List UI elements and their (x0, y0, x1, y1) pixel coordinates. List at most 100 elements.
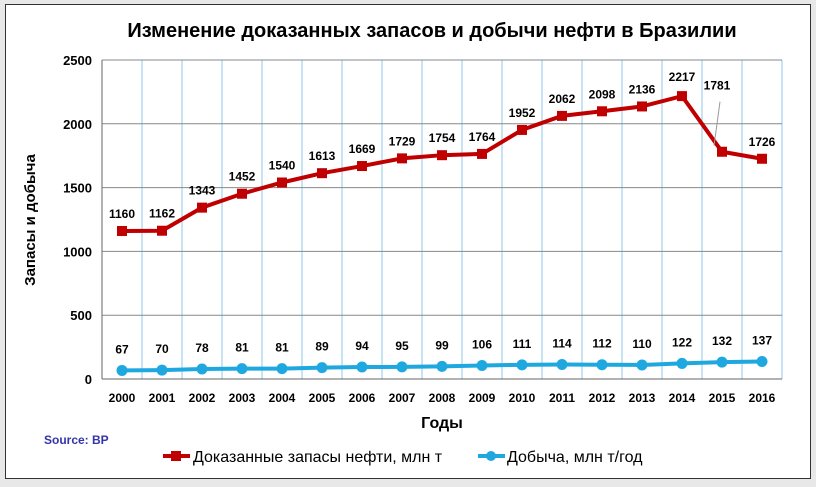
y-tick-label: 2000 (63, 117, 92, 132)
data-point-reserves (237, 188, 247, 199)
data-label: 112 (592, 337, 612, 351)
data-point-reserves (557, 110, 567, 121)
data-label: 111 (513, 337, 532, 351)
data-point-production (476, 359, 488, 371)
x-tick-label: 2001 (149, 391, 176, 405)
data-point-production (636, 359, 648, 371)
y-tick-label: 0 (85, 372, 92, 387)
legend-marker-production (486, 451, 496, 461)
data-point-reserves (277, 177, 287, 188)
data-point-reserves (677, 91, 687, 102)
y-tick-label: 500 (70, 308, 92, 323)
data-point-production (556, 358, 568, 370)
y-axis-label: Запасы и добыча (22, 154, 39, 286)
data-label: 1669 (349, 142, 376, 156)
x-tick-label: 2004 (269, 391, 296, 405)
x-tick-label: 2008 (429, 391, 456, 405)
legend: Доказанные запасы нефти, млн т Добыча, м… (163, 449, 643, 466)
x-tick-label: 2012 (589, 391, 616, 405)
data-point-production (356, 361, 368, 373)
data-point-reserves (757, 153, 767, 164)
data-label: 81 (275, 341, 289, 355)
data-label: 99 (435, 338, 449, 352)
data-label: 1952 (509, 106, 536, 120)
data-point-production (156, 364, 168, 376)
data-point-production (236, 363, 248, 375)
data-label: 110 (632, 337, 652, 351)
y-tick-label: 1000 (63, 244, 92, 259)
data-label: 1343 (189, 184, 216, 198)
x-tick-label: 2013 (629, 391, 656, 405)
data-label: 2136 (629, 82, 656, 96)
data-label: 1162 (149, 207, 175, 221)
data-label: 89 (315, 340, 329, 354)
data-label: 1764 (469, 130, 496, 144)
data-label: 132 (712, 334, 732, 348)
data-point-production (316, 362, 328, 374)
legend-marker-reserves (171, 451, 181, 461)
x-tick-label: 2006 (349, 391, 376, 405)
data-label: 78 (195, 341, 209, 355)
data-point-reserves (637, 101, 647, 112)
x-tick-label: 2010 (509, 391, 536, 405)
data-point-reserves (437, 150, 447, 161)
data-point-reserves (357, 161, 367, 172)
x-tick-label: 2000 (109, 391, 136, 405)
data-label: 1613 (309, 149, 336, 163)
data-point-production (676, 357, 688, 369)
data-point-reserves (197, 202, 207, 213)
data-point-reserves (317, 168, 327, 179)
data-point-reserves (597, 106, 607, 117)
data-label: 114 (552, 336, 572, 350)
data-label: 1160 (109, 207, 135, 221)
x-tick-label: 2015 (709, 391, 736, 405)
chart-frame (5, 4, 811, 479)
data-point-reserves (397, 153, 407, 164)
x-tick-label: 2002 (189, 391, 216, 405)
legend-label-production: Добыча, млн т/год (507, 449, 643, 466)
data-label: 106 (472, 337, 492, 351)
x-tick-label: 2009 (469, 391, 496, 405)
data-label: 67 (115, 342, 129, 356)
data-point-production (716, 356, 728, 368)
data-point-production (756, 356, 768, 368)
legend-label-reserves: Доказанные запасы нефти, млн т (193, 449, 443, 466)
data-point-production (276, 363, 288, 375)
x-tick-label: 2003 (229, 391, 256, 405)
data-label: 95 (395, 339, 409, 353)
data-label: 81 (235, 341, 249, 355)
data-label: 1754 (429, 131, 456, 145)
x-tick-label: 2007 (389, 391, 416, 405)
data-label: 1726 (749, 135, 776, 149)
data-point-production (596, 359, 608, 371)
data-point-production (196, 363, 208, 375)
y-tick-label: 1500 (63, 181, 92, 196)
data-label: 1540 (269, 158, 296, 172)
data-label: 122 (672, 335, 692, 349)
data-point-reserves (477, 148, 487, 159)
data-label: 94 (355, 339, 369, 353)
x-tick-label: 2016 (749, 391, 776, 405)
source-note: Source: BP (44, 433, 109, 447)
x-tick-label: 2005 (309, 391, 336, 405)
data-label: 2098 (589, 87, 616, 101)
data-point-reserves (157, 225, 167, 236)
x-tick-label: 2011 (549, 391, 575, 405)
chart-title: Изменение доказанных запасов и добычи не… (127, 20, 736, 42)
data-point-reserves (117, 225, 127, 236)
x-axis-label: Годы (421, 415, 463, 432)
data-point-reserves (717, 146, 727, 157)
data-point-production (396, 361, 408, 373)
data-label: 1452 (229, 170, 256, 184)
data-label: 137 (752, 334, 772, 348)
x-tick-label: 2014 (669, 391, 696, 405)
data-label: 1729 (389, 134, 416, 148)
data-point-reserves (517, 124, 527, 135)
data-point-production (516, 359, 528, 371)
data-label: 1781 (704, 79, 731, 93)
y-tick-label: 2500 (63, 53, 92, 68)
series-line-0 (121, 93, 763, 233)
data-label: 70 (155, 342, 169, 356)
data-point-production (436, 360, 448, 372)
